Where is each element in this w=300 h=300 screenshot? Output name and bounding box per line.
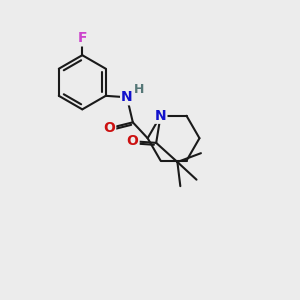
Text: O: O <box>103 121 115 135</box>
Text: O: O <box>127 134 139 148</box>
Text: H: H <box>134 82 144 95</box>
Text: N: N <box>121 90 133 104</box>
Text: N: N <box>155 109 167 123</box>
Text: F: F <box>77 32 87 45</box>
